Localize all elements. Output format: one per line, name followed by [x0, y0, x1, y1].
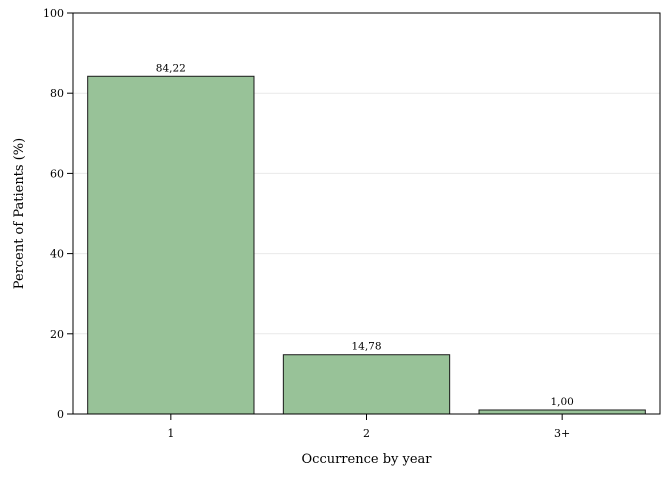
- bar-1: [87, 75, 255, 415]
- y-tick-label: 40: [50, 248, 64, 261]
- y-axis-title: Percent of Patients (%): [12, 138, 27, 289]
- y-axis: 0 20 40 60 80 100: [43, 7, 73, 421]
- bar-3+: [478, 409, 646, 415]
- x-tick-label: 1: [167, 427, 174, 440]
- data-label: 14,78: [351, 341, 381, 353]
- x-axis-title: Occurrence by year: [302, 452, 433, 467]
- x-tick-label: 3+: [554, 427, 570, 440]
- bars-group: 84,22 14,78 1,00: [87, 62, 646, 415]
- data-label: 84,22: [156, 62, 186, 74]
- y-tick-label: 20: [50, 328, 64, 341]
- y-tick-label: 100: [43, 7, 64, 20]
- data-label: 1,00: [550, 396, 573, 408]
- x-tick-label: 2: [363, 427, 370, 440]
- y-tick-label: 80: [50, 87, 64, 100]
- y-tick-label: 60: [50, 167, 64, 180]
- y-tick-label: 0: [57, 408, 64, 421]
- x-axis: 1 2 3+: [167, 414, 570, 440]
- bar-2: [282, 354, 451, 415]
